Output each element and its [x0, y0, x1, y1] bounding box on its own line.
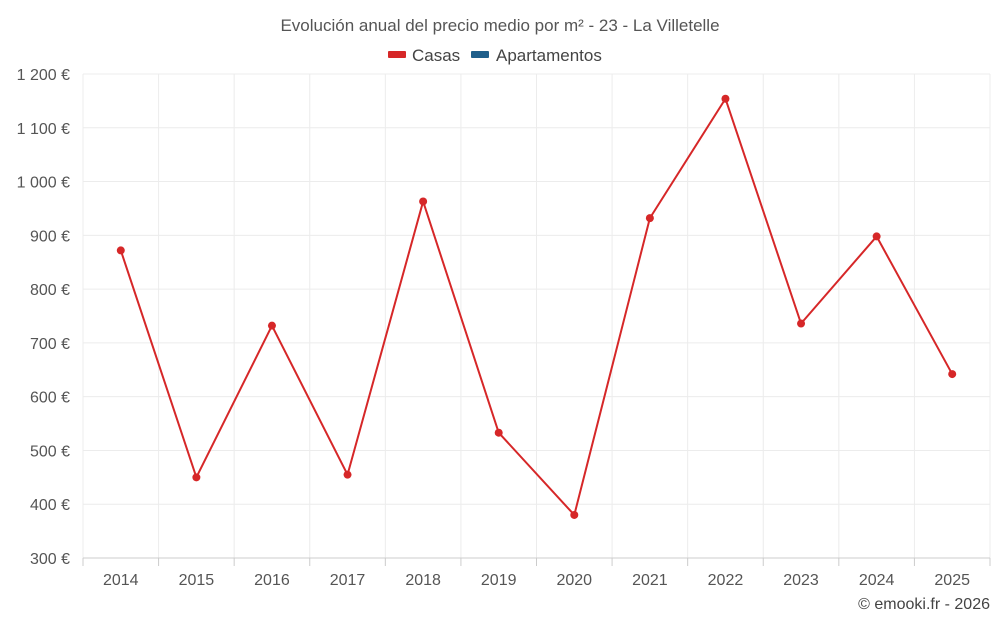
y-tick-label: 300 €	[30, 551, 70, 568]
y-tick-label: 600 €	[30, 390, 70, 407]
series-line-casas	[119, 97, 954, 516]
data-point-2020[interactable]	[570, 510, 579, 519]
legend-swatch-apartamentos	[471, 51, 489, 58]
y-tick-label: 900 €	[30, 228, 70, 245]
legend: Casas Apartamentos	[388, 46, 602, 65]
legend-item-casas[interactable]: Casas	[388, 46, 460, 65]
data-point-2022[interactable]	[721, 94, 730, 103]
x-tick-label: 2022	[708, 572, 744, 589]
data-point-2021[interactable]	[645, 214, 654, 223]
x-gridlines	[82, 74, 991, 566]
data-point-2017[interactable]	[343, 470, 352, 479]
y-tick-label: 1 200 €	[17, 67, 70, 84]
y-tick-label: 1 100 €	[17, 121, 70, 138]
x-tick-label: 2019	[481, 572, 517, 589]
y-axis-tick-labels: 300 € 400 € 500 € 600 € 700 € 800 € 900 € 1 000…	[17, 67, 70, 568]
y-tick-label: 800 €	[30, 282, 70, 299]
legend-swatch-casas	[388, 51, 406, 58]
y-tick-label: 500 €	[30, 443, 70, 460]
x-axis-tick-labels: 2014 2015 2016 2017 2018 2019 2020 2021 2022 2023…	[103, 572, 970, 589]
legend-label-casas: Casas	[412, 46, 460, 65]
series-casas	[116, 94, 957, 519]
legend-label-apartamentos: Apartamentos	[496, 46, 602, 65]
y-tick-label: 400 €	[30, 497, 70, 514]
data-point-2018[interactable]	[419, 197, 428, 206]
x-tick-label: 2014	[103, 572, 139, 589]
data-point-2019[interactable]	[494, 428, 503, 437]
x-tick-label: 2017	[330, 572, 366, 589]
data-point-2023[interactable]	[797, 319, 806, 328]
x-tick-label: 2024	[859, 572, 895, 589]
x-tick-label: 2016	[254, 572, 290, 589]
x-tick-label: 2020	[556, 572, 592, 589]
x-tick-label: 2025	[934, 572, 970, 589]
x-tick-label: 2023	[783, 572, 819, 589]
x-tick-label: 2015	[179, 572, 215, 589]
data-point-2024[interactable]	[872, 232, 881, 241]
credit-text: © emooki.fr - 2026	[858, 596, 990, 613]
data-point-2025[interactable]	[948, 370, 957, 379]
x-tick-label: 2018	[405, 572, 441, 589]
y-tick-label: 1 000 €	[17, 175, 70, 192]
y-tick-label: 700 €	[30, 336, 70, 353]
data-point-2014[interactable]	[116, 246, 125, 255]
data-point-2015[interactable]	[192, 473, 201, 482]
legend-item-apartamentos[interactable]: Apartamentos	[471, 46, 602, 65]
data-point-2016[interactable]	[267, 321, 276, 330]
chart-title: Evolución anual del precio medio por m² …	[280, 16, 719, 35]
x-tick-label: 2021	[632, 572, 668, 589]
